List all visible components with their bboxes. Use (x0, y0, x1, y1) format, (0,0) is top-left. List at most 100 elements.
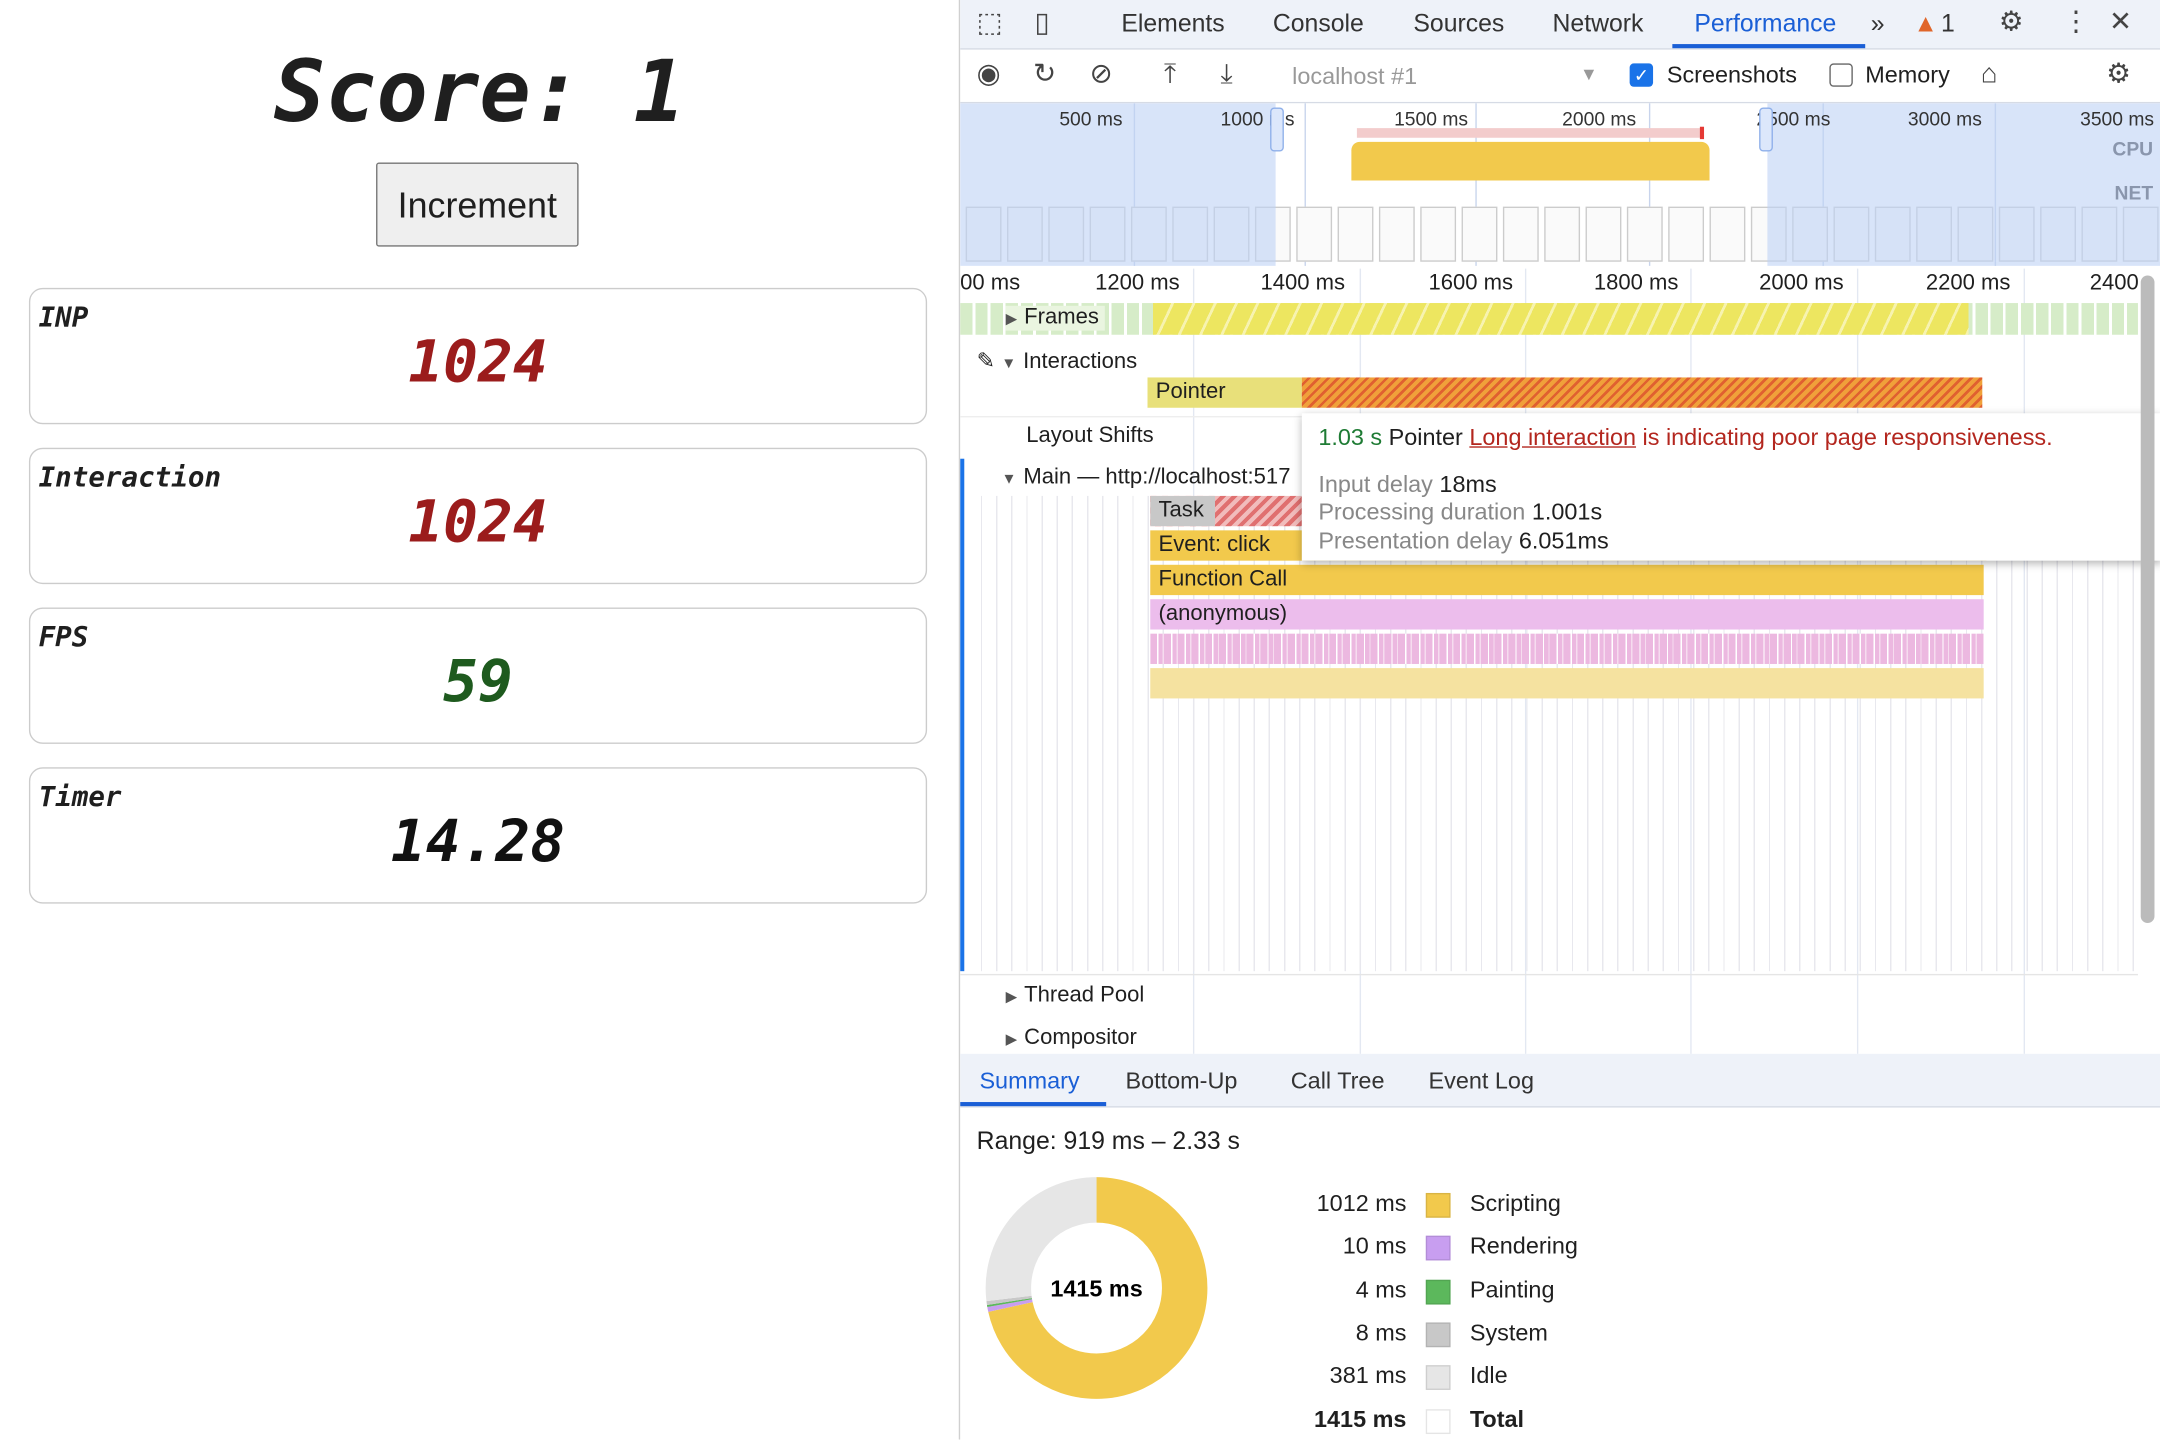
cpu-usage-graph (1351, 141, 1710, 181)
layout-shifts-track[interactable]: Layout Shifts (1026, 424, 1154, 448)
target-select[interactable]: localhost #1 (1292, 63, 1418, 90)
download-icon[interactable]: ⤓ (1220, 59, 1233, 90)
screenshot-thumbnail[interactable] (1502, 206, 1539, 262)
screenshot-thumbnail[interactable] (1668, 206, 1705, 262)
tooltip-type: Pointer (1388, 424, 1463, 451)
overview-tick: 2500 ms (1756, 107, 1831, 130)
capture-settings-icon[interactable]: ⚙ (2106, 59, 2131, 90)
nested-calls-deep[interactable] (1150, 668, 1984, 699)
screenshot-thumbnail[interactable] (1337, 206, 1374, 262)
timeline-ruler: 00 ms 1200 ms 1400 ms 1600 ms 1800 ms 20… (960, 269, 2160, 302)
ruler-tick: 1800 ms (1593, 271, 1679, 295)
row-category: Scripting (1469, 1190, 1561, 1217)
range-handle-right[interactable] (1759, 107, 1773, 152)
row-duration: 4 ms (1355, 1276, 1407, 1303)
tab-network[interactable]: Network (1552, 9, 1644, 38)
card-label: Interaction (38, 460, 222, 494)
function-call-bar[interactable]: Function Call (1150, 564, 1984, 596)
devtools-tabbar: ⬚ ▯ Elements Console Sources Network Per… (960, 0, 2160, 50)
timer-card: Timer 14.28 (28, 767, 928, 904)
processing-label: Processing duration (1318, 498, 1526, 525)
tab-elements[interactable]: Elements (1121, 9, 1225, 38)
warning-icon[interactable]: ▲ (1913, 9, 1938, 38)
screenshots-checkbox[interactable]: ✓ (1629, 63, 1654, 87)
main-label: Main — http://localhost:517 (1023, 465, 1291, 490)
inspect-element-icon[interactable]: ⬚ (976, 8, 1003, 39)
summary-row-painting: 4 ms Painting (1291, 1276, 1704, 1309)
donut-total: 1415 ms (1050, 1275, 1142, 1301)
row-duration: 1012 ms (1316, 1190, 1407, 1217)
ruler-tick: 00 ms (960, 271, 1021, 295)
card-value: 59 (443, 647, 513, 715)
clear-icon[interactable]: ⊘ (1089, 59, 1113, 90)
screenshot-thumbnail[interactable] (1709, 206, 1746, 262)
screenshot-thumbnail[interactable] (1626, 206, 1663, 262)
interactions-track-header[interactable]: ✎ ▼ Interactions (976, 349, 1138, 374)
card-value: 14.28 (390, 807, 566, 875)
screenshot-thumbnail[interactable] (1420, 206, 1457, 262)
tab-call-tree[interactable]: Call Tree (1290, 1067, 1385, 1094)
frames-track-header[interactable]: ▶ Frames (1005, 305, 1105, 331)
color-swatch (1425, 1322, 1451, 1348)
ruler-tick: 2000 ms (1759, 271, 1844, 295)
color-swatch (1425, 1365, 1451, 1391)
memory-label: Memory (1865, 61, 1950, 89)
more-tabs-button[interactable]: » (1870, 9, 1885, 38)
tab-summary[interactable]: Summary (979, 1067, 1080, 1094)
active-tab-indicator (1672, 44, 1866, 49)
pencil-icon[interactable]: ✎ (976, 349, 996, 374)
long-interaction-link[interactable]: Long interaction (1469, 424, 1637, 451)
interaction-card: Interaction 1024 (28, 447, 928, 585)
pointer-interaction[interactable]: Pointer (1147, 377, 1302, 408)
tab-bottom-up[interactable]: Bottom-Up (1125, 1067, 1238, 1094)
screenshot-thumbnail[interactable] (1461, 206, 1498, 262)
more-options-icon[interactable]: ⋮ (2062, 6, 2090, 38)
main-track-selected-indicator (960, 458, 965, 972)
tab-performance[interactable]: Performance (1694, 9, 1837, 38)
garbage-collect-icon[interactable]: ⌂ (1980, 59, 1998, 90)
screenshots-label: Screenshots (1666, 61, 1798, 89)
device-toolbar-icon[interactable]: ▯ (1034, 8, 1050, 39)
screenshot-thumbnail[interactable] (1296, 206, 1333, 262)
timeline-scrollbar[interactable] (2140, 275, 2155, 923)
ruler-tick: 1200 ms (1095, 271, 1180, 295)
row-category: Idle (1469, 1362, 1508, 1389)
thread-pool-label: Thread Pool (1024, 983, 1145, 1007)
memory-checkbox[interactable] (1829, 63, 1853, 87)
settings-gear-icon[interactable]: ⚙ (1998, 6, 2024, 38)
task-label: Task (1150, 495, 1215, 527)
interaction-long-portion[interactable] (1301, 377, 1983, 408)
bottom-tabs: Summary Bottom-Up Call Tree Event Log (960, 1053, 2160, 1108)
close-icon[interactable]: ✕ (2109, 6, 2133, 38)
anonymous-bar[interactable]: (anonymous) (1150, 599, 1984, 630)
main-track-header[interactable]: ▼ Main — http://localhost:517 (1001, 465, 1291, 490)
compositor-track[interactable]: ▶ Compositor (1005, 1026, 1137, 1050)
upload-icon[interactable]: ⤒ (1164, 59, 1177, 90)
screenshot-thumbnail[interactable] (1544, 206, 1581, 262)
tab-console[interactable]: Console (1272, 9, 1364, 38)
summary-row-total: 1415 ms Total (1291, 1406, 1704, 1439)
increment-button[interactable]: Increment (376, 162, 579, 247)
warning-count[interactable]: 1 (1940, 9, 1955, 38)
thread-pool-track[interactable]: ▶ Thread Pool (1005, 983, 1145, 1007)
reload-record-icon[interactable]: ↻ (1033, 59, 1057, 90)
timeline-overview[interactable]: 500 ms 1000 ms 1500 ms 2000 ms 2500 ms 3… (960, 103, 2160, 266)
presentation-label: Presentation delay (1318, 527, 1513, 554)
ruler-tick: 1400 ms (1260, 271, 1346, 295)
fps-card: FPS 59 (28, 607, 928, 744)
color-swatch (1425, 1236, 1451, 1261)
presentation-value: 6.051ms (1518, 527, 1609, 554)
row-category: Rendering (1469, 1233, 1578, 1260)
screenshot-thumbnail[interactable] (1378, 206, 1415, 262)
tab-event-log[interactable]: Event Log (1428, 1067, 1534, 1094)
tab-sources[interactable]: Sources (1413, 9, 1505, 38)
color-swatch (1425, 1279, 1451, 1304)
overview-unselected-left (960, 103, 1276, 266)
nested-calls[interactable] (1150, 633, 1984, 664)
range-handle-left[interactable] (1270, 107, 1284, 152)
record-icon[interactable]: ◉ (976, 59, 1001, 90)
chevron-down-icon[interactable]: ▼ (1580, 63, 1598, 85)
screenshot-thumbnail[interactable] (1585, 206, 1622, 262)
tooltip-message: is indicating poor page responsiveness. (1636, 424, 2053, 451)
net-label: NET (2114, 181, 2154, 204)
